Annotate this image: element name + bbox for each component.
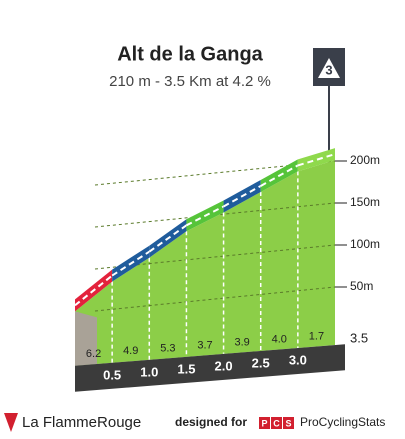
grid-line	[94, 286, 336, 312]
segment-strip	[297, 148, 335, 172]
designed-for: designed for	[175, 415, 247, 429]
plot: 50m 100m 150m 200m 6.2 4.9 5.3 3.7 3.9 4.0 1.7 0.5 1…	[74, 148, 380, 392]
logo-box	[259, 417, 270, 429]
total-distance: 3.5	[350, 330, 368, 345]
category-label: 3	[325, 62, 332, 77]
strip-centerline	[111, 250, 150, 277]
strip-centerline	[223, 185, 262, 208]
gradient-label: 4.0	[272, 333, 287, 345]
logo-letter: S	[285, 418, 291, 428]
logo-letter: C	[273, 418, 280, 428]
gradient-label: 6.2	[86, 348, 101, 360]
strip-centerline	[260, 164, 299, 187]
flame-icon	[4, 413, 18, 432]
logo-box	[271, 417, 282, 429]
strip-centerline	[185, 205, 225, 227]
y-tick-label: 150m	[350, 195, 380, 209]
grid-line	[94, 244, 336, 270]
logo-box	[283, 417, 294, 429]
profile-face	[75, 160, 335, 366]
x-tick-label: 2.0	[215, 358, 233, 373]
site-name: ProCyclingStats	[300, 415, 385, 429]
chart-title: Alt de la Ganga	[117, 43, 263, 65]
chart-subtitle: 210 m - 3.5 Km at 4.2 %	[109, 73, 271, 90]
gradient-label: 5.3	[160, 342, 175, 354]
x-tick-label: 0.5	[103, 367, 121, 382]
strip-centerline	[74, 274, 113, 307]
logo-letter: P	[261, 418, 267, 428]
strip-centerline	[148, 224, 188, 253]
y-tick-label: 100m	[350, 237, 380, 251]
x-tick-label: 3.0	[289, 352, 307, 367]
gradient-label: 3.9	[234, 336, 249, 348]
gradient-label: 1.7	[309, 330, 324, 342]
strip-centerline	[297, 153, 336, 167]
y-tick-label: 200m	[350, 153, 380, 167]
gradient-label: 3.7	[197, 339, 212, 351]
y-tick-label: 50m	[350, 279, 373, 293]
x-tick-label: 1.0	[140, 364, 158, 379]
gradient-label: 4.9	[123, 345, 138, 357]
profile-side	[75, 311, 97, 366]
brand: La FlammeRouge	[22, 414, 141, 431]
x-tick-label: 1.5	[177, 361, 195, 376]
x-tick-label: 2.5	[252, 355, 270, 370]
badge-triangle	[318, 58, 340, 78]
base-band	[75, 344, 345, 392]
